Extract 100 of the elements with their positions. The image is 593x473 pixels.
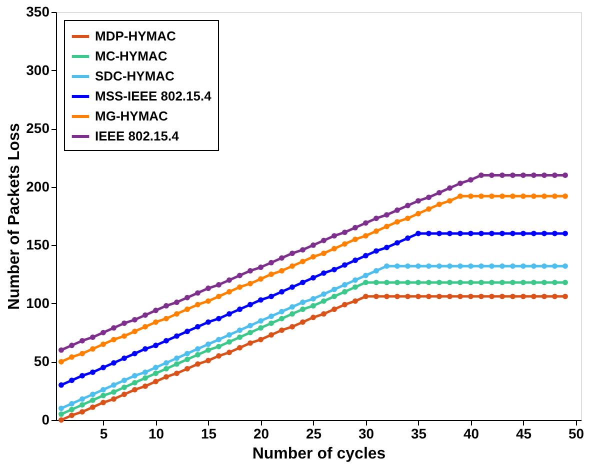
point — [69, 342, 74, 348]
point — [489, 263, 494, 269]
point — [237, 328, 242, 333]
point — [268, 272, 274, 278]
point — [58, 382, 64, 388]
point — [489, 193, 494, 199]
point — [531, 280, 536, 286]
point — [111, 396, 116, 402]
point — [258, 276, 264, 282]
point — [447, 185, 452, 191]
point — [447, 294, 452, 300]
point — [394, 240, 400, 246]
point — [290, 263, 295, 269]
point — [332, 294, 337, 300]
point — [195, 352, 200, 358]
x-tick-label: 25 — [306, 426, 322, 442]
point — [542, 280, 547, 286]
point — [100, 400, 106, 406]
x-tick-label: 5 — [100, 426, 108, 442]
point — [384, 212, 390, 218]
point — [80, 372, 85, 378]
point — [268, 294, 274, 300]
point — [142, 369, 148, 375]
point — [310, 303, 316, 308]
point — [342, 241, 348, 247]
point — [111, 360, 116, 366]
y-tick-label: 0 — [42, 412, 50, 428]
point — [206, 286, 211, 292]
point — [226, 277, 232, 283]
point — [279, 308, 284, 314]
point — [90, 346, 96, 352]
point — [237, 344, 242, 350]
point — [122, 392, 127, 398]
point — [321, 270, 326, 276]
point — [447, 280, 452, 286]
legend-label: MSS-IEEE 802.15.4 — [95, 88, 212, 104]
point — [226, 332, 232, 338]
point — [520, 172, 526, 178]
point — [310, 242, 316, 248]
point — [258, 297, 264, 303]
point — [363, 280, 368, 286]
point — [268, 332, 274, 338]
point — [248, 340, 253, 346]
point — [468, 280, 474, 286]
y-axis-title: Number of Packets Loss — [6, 123, 24, 310]
point — [153, 342, 158, 348]
point — [58, 347, 64, 353]
point — [352, 284, 358, 290]
point — [478, 172, 484, 178]
point — [195, 290, 200, 296]
point — [468, 294, 474, 300]
point — [500, 280, 505, 286]
point — [321, 291, 326, 297]
point — [122, 384, 127, 390]
point — [206, 347, 211, 353]
point — [111, 382, 116, 388]
x-tick-label: 15 — [200, 426, 217, 442]
point — [100, 364, 106, 370]
point — [332, 306, 337, 312]
point — [458, 263, 463, 269]
point — [520, 294, 526, 300]
point — [248, 280, 253, 286]
point — [500, 172, 505, 178]
point — [153, 319, 158, 325]
point — [342, 282, 348, 288]
x-axis-title: Number of cycles — [252, 446, 386, 462]
point — [552, 193, 558, 199]
point — [478, 230, 484, 236]
point — [153, 308, 158, 314]
point — [80, 396, 85, 402]
point — [132, 317, 138, 322]
point — [164, 360, 169, 366]
point — [562, 280, 568, 286]
point — [352, 224, 358, 230]
point — [478, 193, 484, 199]
point — [332, 233, 337, 239]
point — [153, 378, 158, 384]
point — [80, 350, 85, 356]
x-tick-label: 35 — [410, 426, 427, 442]
point — [489, 230, 494, 236]
point — [416, 280, 421, 286]
point — [468, 193, 474, 199]
point — [164, 338, 169, 344]
point — [248, 268, 253, 274]
point — [384, 244, 390, 250]
point — [132, 328, 138, 334]
point — [520, 193, 526, 199]
point — [426, 230, 432, 236]
point — [69, 354, 74, 360]
point — [164, 366, 169, 372]
legend-label: SDC-HYMAC — [95, 68, 176, 84]
y-tick-label: 200 — [26, 178, 50, 194]
y-tick-label: 350 — [26, 4, 50, 20]
y-tick-label: 100 — [26, 294, 50, 311]
point — [90, 397, 96, 403]
point — [374, 268, 379, 274]
point — [80, 409, 85, 415]
point — [268, 314, 274, 319]
point — [352, 258, 358, 264]
point — [164, 303, 169, 308]
